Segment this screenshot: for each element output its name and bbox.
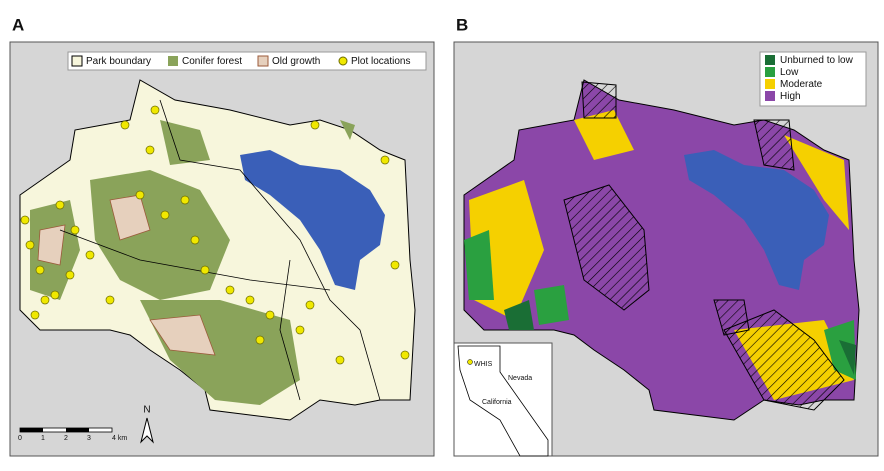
old-growth	[37, 194, 216, 356]
legend-swatch	[338, 56, 348, 66]
north-label: N	[143, 405, 150, 416]
scale-label: 3	[87, 435, 91, 442]
legend-label: Old growth	[272, 56, 320, 67]
legend-label: Park boundary	[86, 56, 151, 67]
legend-label: Plot locations	[351, 56, 410, 67]
inset-label: California	[482, 399, 512, 406]
roads	[59, 99, 381, 401]
legend-label: Conifer forest	[182, 56, 242, 67]
legend	[67, 51, 427, 71]
legend-label: High	[780, 91, 801, 102]
north-arrow	[140, 417, 154, 444]
legend-swatch	[765, 55, 775, 65]
legend	[759, 51, 867, 107]
scale-label: 4 km	[112, 435, 127, 442]
legend-swatch	[257, 55, 269, 67]
legend-label: Low	[780, 67, 799, 78]
plot-locations	[20, 105, 410, 365]
burn-severity-map	[463, 79, 860, 421]
inset-label: WHIS	[474, 361, 493, 368]
inset-map	[453, 342, 553, 457]
scale-label: 1	[41, 435, 45, 442]
scale-bar	[19, 427, 113, 433]
scale-label: 2	[64, 435, 68, 442]
legend-swatch	[71, 55, 83, 67]
legend-swatch	[765, 79, 775, 89]
panel-label: A	[12, 15, 24, 34]
legend-label: Moderate	[780, 79, 823, 90]
inset-label: Nevada	[508, 375, 532, 382]
legend-swatch	[765, 67, 775, 77]
scale-label: 0	[18, 435, 22, 442]
legend-label: Unburned to low	[780, 55, 854, 66]
legend-swatch	[765, 91, 775, 101]
panel-label: B	[456, 15, 468, 34]
legend-swatch	[168, 56, 178, 66]
